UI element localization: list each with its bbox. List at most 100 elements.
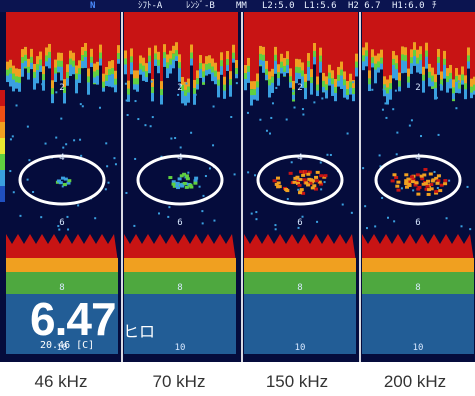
surface-echo [265,12,268,61]
surface-echo [223,12,226,77]
surface-echo [84,56,87,68]
scatter-echo [297,178,300,181]
surface-echo [461,80,464,85]
surface-echo [443,12,446,51]
surface-echo [72,66,75,75]
surface-echo [75,12,78,66]
surface-echo [256,12,259,74]
surface-echo [250,81,253,90]
surface-echo [413,56,416,66]
surface-echo [172,12,175,46]
scatter-echo [77,204,80,207]
fish-school-echo [438,189,443,193]
fish-school-echo [415,173,420,177]
scatter-echo [297,188,300,191]
surface-echo [410,63,413,74]
fish-school-echo [315,170,320,174]
surface-echo [386,12,389,80]
fish-school-echo [413,183,418,187]
surface-echo [355,12,358,54]
scatter-echo [80,154,83,157]
surface-echo [148,47,151,60]
surface-echo [377,53,380,63]
surface-echo [33,63,36,76]
scatter-echo [254,174,257,177]
surface-echo [425,56,428,69]
scatter-echo [212,144,215,147]
surface-echo [434,12,437,75]
surface-echo [127,94,130,102]
scatter-echo [323,181,326,184]
scatter-echo [124,82,127,85]
surface-echo [124,58,127,71]
scatter-echo [436,186,439,189]
surface-echo [90,48,93,58]
surface-echo [298,67,301,75]
fish-school-echo [425,184,430,188]
surface-echo [139,55,142,69]
surface-echo [142,71,145,81]
surface-echo [316,76,319,91]
fish-school-echo [180,184,185,188]
fish-school-echo [182,181,187,185]
fish-school-echo [182,172,187,176]
surface-echo [60,66,63,81]
depth-scale-mark: 6 [415,218,420,228]
surface-echo [422,74,425,87]
surface-echo [277,12,280,65]
scatter-echo [174,137,177,140]
surface-echo [473,90,475,95]
scatter-echo [201,222,204,225]
surface-echo [416,63,419,73]
fish-school-echo [396,180,401,184]
surface-echo [268,71,271,81]
surface-echo [232,12,235,45]
surface-echo [434,88,437,100]
surface-echo [398,72,401,86]
seabed-echo [244,234,356,262]
surface-echo [27,12,30,59]
surface-echo [265,74,268,80]
surface-echo [117,53,120,60]
surface-echo [295,72,298,84]
surface-echo [425,50,428,60]
surface-echo [24,60,27,67]
surface-echo [39,65,42,72]
fish-school-echo [416,187,421,191]
surface-echo [181,90,184,104]
surface-echo [259,59,262,66]
surface-echo [289,76,292,85]
surface-echo [90,56,93,64]
scatter-echo [379,165,382,168]
fish-school-echo [322,175,327,179]
surface-echo [229,85,232,97]
surface-echo [169,64,172,74]
fish-school-echo [176,186,181,190]
surface-echo [151,92,154,102]
surface-echo [169,50,172,65]
surface-echo [105,12,108,67]
surface-echo [30,62,33,70]
surface-echo [467,61,470,69]
frequency-label-150khz: 150 kHz [265,372,329,391]
surface-echo [45,61,48,67]
fish-school-echo [304,181,309,185]
echogram-screen: 2 4 6 8 10 2 4 6 8 10 2 4 6 8 10 2 4 6 8 10 N ｼﾌﾄ-A ﾚﾝｼﾞ-B … [0,0,475,362]
surface-echo [226,58,229,71]
surface-echo [145,63,148,78]
surface-echo [78,68,81,79]
surface-echo [151,78,154,92]
surface-echo [419,12,422,47]
surface-echo [401,46,404,57]
surface-echo [277,64,280,78]
surface-echo [145,12,148,64]
surface-echo [383,76,386,90]
fish-school-echo [419,174,424,178]
fish-school-echo [443,179,448,183]
scatter-echo [395,153,398,156]
surface-echo [331,84,334,96]
surface-echo [304,73,307,89]
surface-echo [467,55,470,66]
surface-echo [413,50,416,60]
scatter-echo [381,196,384,199]
